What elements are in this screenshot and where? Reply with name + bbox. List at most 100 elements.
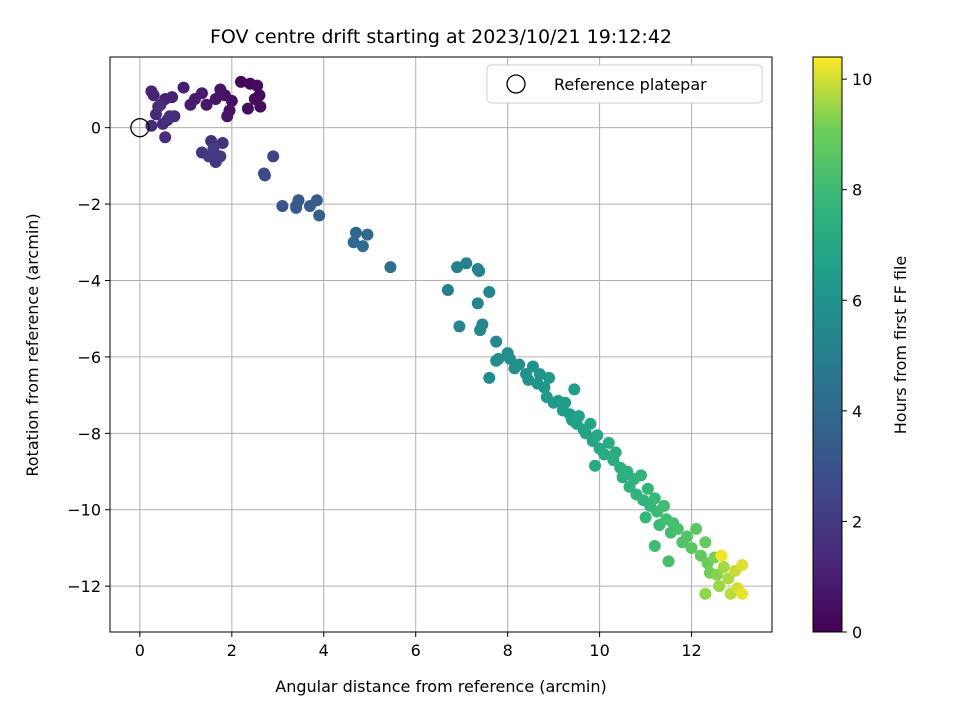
y-tick-label: −6 [77,348,101,367]
chart-title: FOV centre drift starting at 2023/10/21 … [210,26,672,48]
data-point [715,549,728,562]
data-point [471,297,484,310]
y-tick-label: −8 [77,424,101,443]
data-point [221,110,234,123]
data-point [490,354,503,367]
data-point [235,75,248,88]
data-point [254,100,267,113]
x-tick-label: 2 [227,641,237,660]
data-point [634,469,647,482]
plot-frame [109,56,773,633]
x-tick-label: 10 [589,641,609,660]
data-point [214,150,227,163]
data-point [722,572,735,585]
x-tick-label: 8 [503,641,513,660]
data-point [522,373,535,386]
data-point [490,335,503,348]
data-point [685,541,698,554]
data-point [453,320,466,333]
data-point [572,410,585,423]
colorbar-tick-label: 4 [852,402,862,421]
data-point [356,240,369,253]
data-point [200,98,213,111]
data-point [276,200,289,213]
data-point [290,201,303,214]
data-point [559,396,572,409]
data-point [579,427,592,440]
data-point [589,459,602,472]
data-point [503,352,516,365]
data-point [209,93,222,106]
data-point [736,559,749,572]
colorbar-tick-label: 10 [852,70,872,89]
data-point [648,492,661,505]
y-tick-label: −4 [77,272,101,291]
y-tick-label: 0 [91,119,101,138]
data-point [384,261,397,274]
data-point [690,522,703,535]
y-axis-ticks: 0 −2 −4 −6 −8 −10 −12 [67,119,110,596]
data-point [621,465,634,478]
data-point [214,83,227,96]
data-point [598,448,611,461]
legend-entry-reference-platepar: Reference platepar [554,75,707,94]
data-point [584,417,597,430]
colorbar-gradient [813,57,842,632]
data-point [177,81,190,94]
data-point [159,131,172,144]
data-point [474,324,487,337]
legend-marker-icon [506,74,526,94]
y-axis-label: Rotation from reference (arcmin) [23,213,42,476]
data-point [267,150,280,163]
data-point [602,436,615,449]
data-point [347,236,360,249]
colorbar-tick-label: 2 [852,512,862,531]
data-point [538,381,551,394]
data-point [694,549,707,562]
x-tick-label: 12 [681,641,701,660]
data-point [717,561,730,574]
y-tick-label: −10 [67,501,101,520]
colorbar-frame [812,56,843,633]
data-point [591,429,604,442]
colorbar-ticks: 0 2 4 6 8 10 [842,70,872,642]
data-point [349,226,362,239]
x-tick-label: 6 [411,641,421,660]
y-tick-label: −2 [77,195,101,214]
x-tick-label: 4 [319,641,329,660]
x-axis-label: Angular distance from reference (arcmin) [275,677,606,696]
data-point [543,371,556,384]
data-point [251,79,264,92]
reference-platepar-marker [130,118,150,138]
data-point [460,257,473,270]
data-point [699,536,712,549]
data-point [313,209,326,222]
data-point [361,228,374,241]
data-point [152,100,165,113]
colorbar-label: Hours from first FF file [891,256,910,435]
x-axis-ticks: 0 2 4 6 8 10 12 [135,632,702,660]
data-point [657,499,670,512]
data-point [662,555,675,568]
colorbar-tick-label: 6 [852,291,862,310]
data-point [207,142,220,155]
data-point [568,383,581,396]
data-point [609,446,622,459]
data-points [145,75,749,600]
data-point [736,587,749,600]
data-point [483,371,496,384]
data-point [473,264,486,277]
data-point [533,368,546,381]
data-point [483,285,496,298]
legend-box [486,64,763,104]
y-tick-label: −12 [67,577,101,596]
data-point [710,568,723,581]
colorbar-tick-label: 0 [852,623,862,642]
colorbar-tick-label: 8 [852,181,862,200]
data-point [241,102,254,115]
data-point [451,261,464,274]
data-point [513,358,526,371]
data-point [713,580,726,593]
